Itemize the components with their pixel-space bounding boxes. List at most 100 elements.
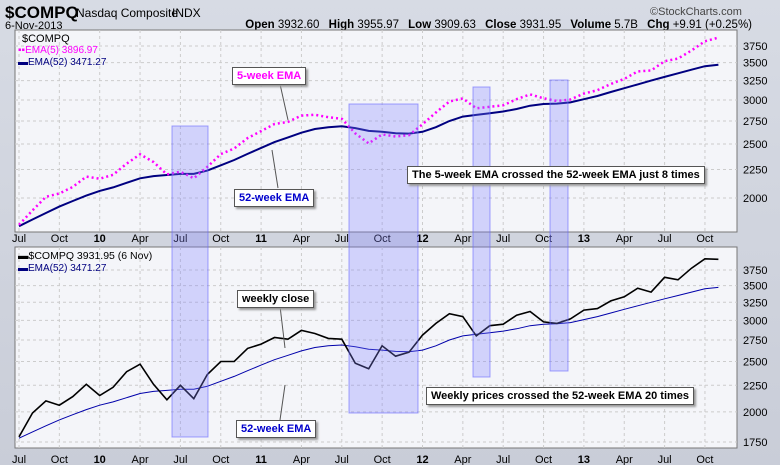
x-tick-label: Jul [335, 454, 349, 465]
ema52-line-top [18, 63, 719, 228]
annotation-pointer [279, 83, 289, 121]
top-legend-symbol: $COMPQ [22, 33, 70, 45]
ema5-line [18, 36, 719, 226]
x-tick-label: 12 [416, 233, 428, 245]
legend-ema52-label: EMA(52) 3471.27 [28, 57, 107, 68]
y-tick-label: 2000 [743, 193, 767, 205]
quote-key: Open [245, 19, 278, 31]
annotation-52week-ema-top: 52-week EMA [234, 189, 315, 207]
annotation-5week-ema: 5-week EMA [232, 67, 307, 85]
crossover-shade [348, 103, 419, 414]
quote-key: Low [408, 19, 435, 31]
date: 6-Nov-2013 [5, 20, 63, 32]
x-tick-label: Jul [173, 454, 187, 465]
x-tick-label: 11 [255, 454, 267, 465]
x-tick-label: Jul [496, 233, 510, 245]
crossover-shade [472, 86, 491, 378]
x-tick-label: Apr [616, 233, 633, 245]
quote-key: Chg [647, 19, 673, 31]
quote-value-high: 3955.97 [357, 19, 403, 31]
x-tick-label: Apr [293, 454, 310, 465]
x-tick-label: 10 [94, 454, 106, 465]
annotation-pointer [279, 384, 286, 421]
exchange: INDX [172, 6, 201, 20]
y-tick-label: 3750 [743, 265, 767, 277]
x-tick-label: Jul [496, 454, 510, 465]
ema52-line-bottom [18, 286, 719, 439]
annotation-bottom-note: Weekly prices crossed the 52-week EMA 20… [426, 387, 695, 405]
x-tick-label: 13 [578, 233, 590, 245]
y-tick-label: 1750 [743, 437, 767, 449]
x-tick-label: Oct [51, 233, 68, 245]
legend-close-label: $COMPQ 3931.95 (6 Nov) [28, 250, 153, 262]
x-tick-label: Oct [374, 233, 391, 245]
y-tick-label: 2250 [743, 165, 767, 177]
x-tick-label: Apr [131, 233, 148, 245]
quote-value-open: 3932.60 [277, 19, 323, 31]
crossover-shade [549, 79, 569, 372]
security-name: Nasdaq Composite [76, 6, 179, 20]
x-tick-label: Apr [616, 454, 633, 465]
y-tick-label: 3000 [743, 95, 767, 107]
panel-1 [14, 246, 738, 449]
y-tick-label: 2750 [743, 116, 767, 128]
quote-value-volume: 5.7B [614, 19, 642, 31]
legend-ema52: ▬EMA(52) 3471.27 [18, 57, 107, 68]
x-tick-label: Oct [212, 233, 229, 245]
close-line [18, 257, 719, 438]
quote-key: Close [485, 19, 520, 31]
x-tick-label: 12 [416, 454, 428, 465]
y-tick-label: 3500 [743, 58, 767, 70]
quote-bar: Open 3932.60 High 3955.97 Low 3909.63 Cl… [245, 19, 758, 31]
watermark: ©StockCharts.com [650, 6, 742, 18]
x-tick-label: Jul [12, 233, 26, 245]
quote-value-chg: +9.91 (+0.25%) [672, 19, 752, 31]
x-tick-label: Oct [51, 454, 68, 465]
y-tick-label: 2250 [743, 380, 767, 392]
x-tick-label: Oct [374, 454, 391, 465]
legend-ema52-bottom-label: EMA(52) 3471.27 [28, 263, 107, 274]
x-tick-label: Apr [454, 454, 471, 465]
y-tick-label: 3750 [743, 41, 767, 53]
x-tick-label: Jul [335, 233, 349, 245]
quote-value-close: 3931.95 [519, 19, 565, 31]
legend-close: ▬$COMPQ 3931.95 (6 Nov) [18, 250, 153, 262]
annotation-52week-ema-bottom: 52-week EMA [236, 420, 317, 438]
x-tick-label: Oct [696, 454, 713, 465]
x-tick-label: Oct [696, 233, 713, 245]
x-tick-label: Apr [293, 233, 310, 245]
y-tick-label: 3000 [743, 315, 767, 327]
x-tick-label: 13 [578, 454, 590, 465]
crossover-shade [171, 125, 209, 438]
x-tick-label: Oct [535, 233, 552, 245]
x-tick-label: Jul [173, 233, 187, 245]
x-tick-label: Apr [131, 454, 148, 465]
y-tick-label: 2000 [743, 407, 767, 419]
quote-key: High [328, 19, 358, 31]
annotation-pointer [271, 149, 279, 189]
x-tick-label: 11 [255, 233, 267, 245]
x-tick-label: Jul [658, 233, 672, 245]
annotation-pointer [279, 305, 286, 349]
y-tick-label: 2500 [743, 357, 767, 369]
x-tick-label: Oct [212, 454, 229, 465]
quote-value-low: 3909.63 [434, 19, 480, 31]
legend-ema5-label: EMA(5) 3896.97 [25, 45, 98, 56]
y-tick-label: 3500 [743, 281, 767, 293]
y-tick-label: 2750 [743, 335, 767, 347]
x-tick-label: Jul [12, 454, 26, 465]
quote-key: Volume [570, 19, 615, 31]
symbol: $COMPQ [5, 3, 79, 22]
y-tick-label: 3250 [743, 76, 767, 88]
legend-ema5: ▪▪EMA(5) 3896.97 [18, 45, 98, 56]
x-tick-label: Oct [535, 454, 552, 465]
legend-ema52-bottom: ▬EMA(52) 3471.27 [18, 263, 107, 274]
x-tick-label: 10 [94, 233, 106, 245]
x-tick-label: Apr [454, 233, 471, 245]
x-tick-label: Jul [658, 454, 672, 465]
y-tick-label: 2500 [743, 139, 767, 151]
y-tick-label: 3250 [743, 297, 767, 309]
annotation-weekly-close: weekly close [237, 290, 315, 308]
